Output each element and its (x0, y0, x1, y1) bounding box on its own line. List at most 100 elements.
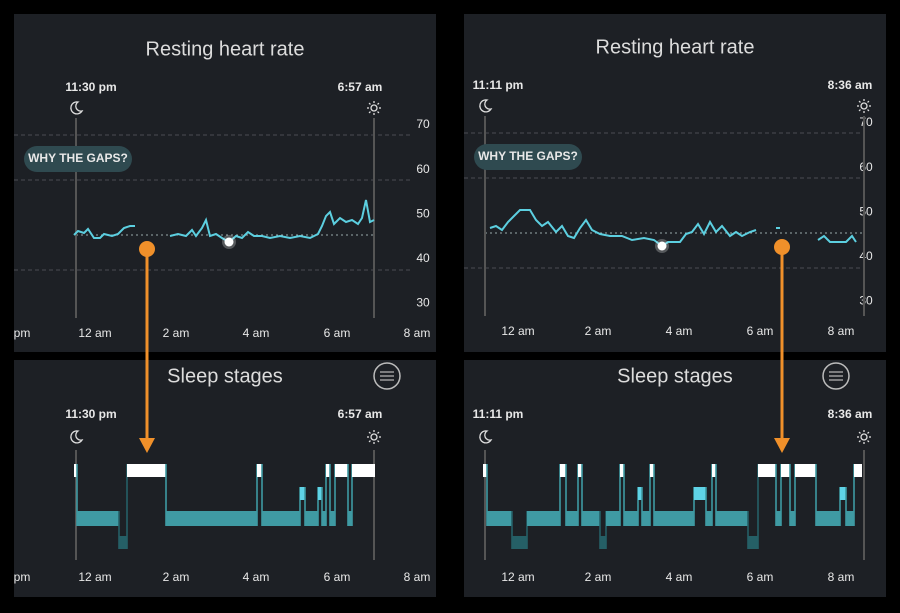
stage-transition (486, 464, 488, 526)
sun-ray (368, 440, 371, 443)
y-tick-label: 60 (859, 160, 873, 174)
x-tick-label: 12 am (78, 326, 111, 340)
stage-transition (256, 464, 258, 526)
sleep-stage (560, 464, 566, 477)
moon-icon (70, 430, 84, 444)
sleep-stage (706, 511, 712, 526)
sun-ray (858, 100, 861, 103)
sleep-stage (487, 511, 512, 526)
min-dot (657, 241, 667, 251)
heart-rate-line (73, 225, 135, 239)
sleep-stage (716, 511, 748, 526)
sun-ray (377, 440, 380, 443)
annotation-dot (774, 239, 790, 255)
sun-ray (867, 440, 870, 443)
sleep-stage (322, 511, 326, 526)
heart-rate-panel (464, 14, 886, 352)
sleep-title: Sleep stages (617, 365, 733, 387)
sun-icon (370, 433, 378, 441)
x-tick-label: 6 am (324, 570, 351, 584)
sleep-stage (582, 511, 600, 526)
sleep-stage (712, 464, 716, 477)
sleep-stage (654, 511, 694, 526)
stage-transition (511, 511, 513, 549)
sleep-stage (257, 464, 262, 477)
stage-transition (118, 511, 120, 549)
x-tick-label: 4 am (666, 570, 693, 584)
sleep-stage (854, 464, 862, 477)
stage-transition (780, 464, 782, 526)
x-tick-label: 6 am (747, 324, 774, 338)
sleep-stage (527, 511, 560, 526)
sleep-title: Sleep stages (167, 365, 283, 387)
sun-ray (377, 102, 380, 105)
sleep-stage (694, 487, 706, 500)
moon-icon (479, 430, 493, 444)
x-tick-label: 4 am (243, 326, 270, 340)
stage-transition (304, 487, 306, 526)
sun-ray (377, 431, 380, 434)
stage-transition (76, 464, 78, 526)
gaps-button-label[interactable]: WHY THE GAPS? (478, 149, 578, 163)
heart-rate-line (169, 199, 375, 244)
sleep-stage (127, 464, 166, 477)
stage-transition (577, 464, 579, 526)
sleep-stage (348, 511, 352, 526)
sleep-stage (300, 487, 305, 500)
sun-ray (858, 431, 861, 434)
moon-icon (70, 101, 84, 115)
gaps-button-label[interactable]: WHY THE GAPS? (28, 151, 128, 165)
stage-transition (347, 464, 349, 526)
gaps-button[interactable] (474, 144, 582, 170)
stage-transition (653, 464, 655, 526)
annotation-arrowhead (139, 438, 155, 453)
x-tick-label: pm (14, 326, 31, 340)
sleep-stage (758, 464, 776, 477)
annotation-dot (139, 241, 155, 257)
x-tick-label: 8 am (404, 570, 431, 584)
sleep-panel (14, 360, 436, 597)
stage-transition (693, 487, 695, 526)
start-time: 11:11 pm (473, 407, 524, 421)
sleep-stage (578, 464, 582, 477)
sleep-stage (816, 511, 840, 526)
heart-rate-title: Resting heart rate (146, 38, 305, 60)
x-tick-label: 2 am (163, 326, 190, 340)
stage-transition (794, 464, 796, 526)
sleep-stage (335, 464, 348, 477)
filter-button[interactable] (822, 362, 850, 390)
stage-transition (605, 511, 607, 549)
stage-transition (853, 464, 855, 526)
sleep-stage (119, 536, 127, 549)
start-time: 11:30 pm (65, 80, 116, 94)
stage-transition (329, 464, 331, 526)
sun-ray (858, 440, 861, 443)
end-time: 8:36 am (828, 78, 873, 92)
sleep-stage (795, 464, 816, 477)
stage-transition (747, 511, 749, 549)
x-tick-label: pm (14, 570, 31, 584)
sun-ray (867, 431, 870, 434)
stage-transition (317, 487, 319, 526)
sun-icon (860, 102, 868, 110)
x-tick-label: 4 am (243, 570, 270, 584)
heart-rate-title: Resting heart rate (596, 36, 755, 58)
x-tick-label: 12 am (501, 324, 534, 338)
x-tick-label: 2 am (585, 570, 612, 584)
filter-button[interactable] (373, 362, 401, 390)
stage-transition (559, 464, 561, 526)
gaps-button[interactable] (24, 146, 132, 172)
end-time: 6:57 am (338, 80, 383, 94)
sleep-stage (305, 511, 318, 526)
x-tick-label: 8 am (404, 326, 431, 340)
stage-transition (299, 487, 301, 526)
moon-icon (479, 99, 493, 113)
sleep-stage (262, 511, 300, 526)
sleep-stage (74, 464, 77, 477)
sleep-stage (776, 511, 781, 526)
sleep-stage (77, 511, 119, 526)
x-tick-label: 2 am (163, 570, 190, 584)
stage-transition (623, 464, 625, 526)
stage-transition (711, 464, 713, 526)
x-tick-label: 8 am (828, 324, 855, 338)
